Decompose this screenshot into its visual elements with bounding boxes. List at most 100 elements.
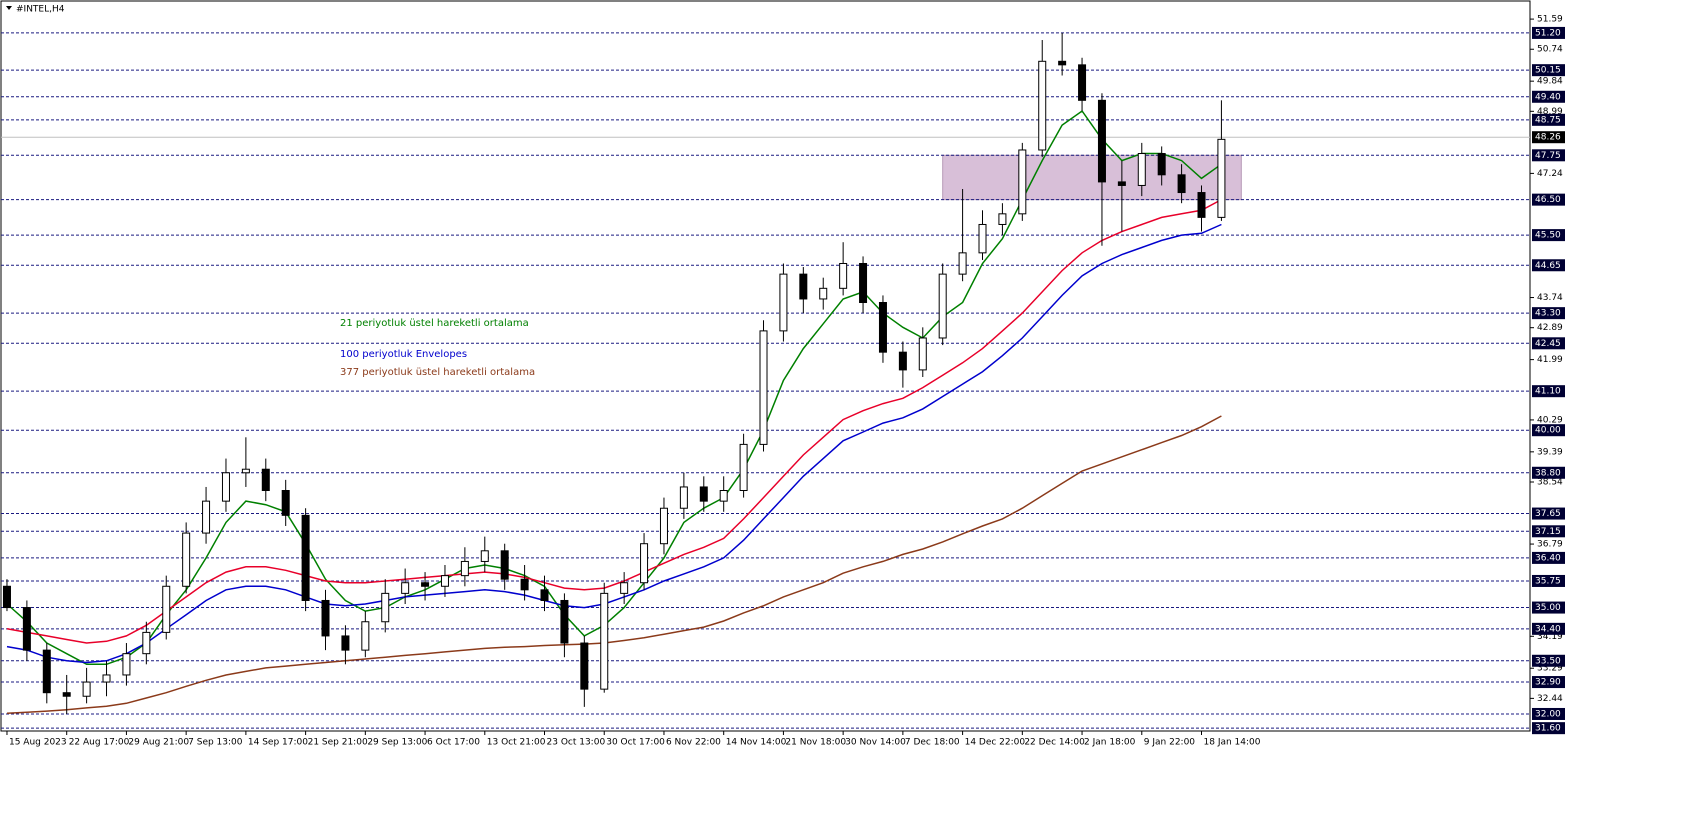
candle-body (142, 631, 151, 655)
candle-body (978, 223, 987, 254)
last-price-box (1532, 131, 1565, 144)
candle-body (520, 578, 529, 591)
candle-body (878, 302, 887, 353)
candle-body (659, 507, 668, 545)
candle-body (1078, 64, 1087, 101)
x-tick-label: 15 Aug 2023 (9, 738, 67, 748)
zone (942, 154, 1242, 201)
level-label: 45.50 (1535, 231, 1561, 241)
y-tick-label: 50.74 (1537, 45, 1563, 55)
y-tick-label: 47.24 (1537, 169, 1563, 179)
level-label-box (1532, 601, 1565, 614)
x-tick-label: 14 Nov 14:00 (726, 738, 787, 748)
candle-body (460, 560, 469, 577)
x-tick-label: 23 Oct 13:00 (547, 738, 606, 748)
last-price-label: 48.26 (1535, 133, 1561, 143)
level-label-box (1532, 654, 1565, 667)
candle-body (1018, 149, 1027, 215)
candle-body (221, 472, 230, 502)
candle-body (401, 582, 410, 594)
x-tick-label: 21 Sep 21:00 (308, 738, 368, 748)
candle-body (202, 500, 211, 534)
y-tick-label: 49.84 (1537, 77, 1563, 87)
candle-body (1177, 174, 1186, 194)
candle-body (580, 642, 589, 690)
candle-body (182, 532, 191, 587)
level-label-box (1532, 90, 1565, 103)
y-tick-label: 48.99 (1537, 107, 1563, 117)
y-tick-label: 32.44 (1537, 694, 1563, 704)
candle-body (440, 575, 449, 587)
candle-body (779, 273, 788, 332)
series-label: 100 periyotluk Envelopes (340, 349, 467, 360)
candle-body (998, 213, 1007, 225)
candle-body (620, 582, 629, 594)
level-label-box (1532, 551, 1565, 564)
candle-body (241, 468, 250, 474)
candle-body (261, 468, 270, 492)
level-label: 34.40 (1535, 624, 1561, 634)
candle-body (2, 585, 11, 609)
chart-title: #INTEL,H4 (16, 5, 65, 15)
level-label-box (1532, 229, 1565, 242)
candle-body (480, 550, 489, 562)
level-label-box (1532, 525, 1565, 538)
x-tick-label: 13 Oct 21:00 (487, 738, 546, 748)
level-label: 38.80 (1535, 468, 1561, 478)
candle-body (1038, 60, 1047, 151)
y-tick-label: 39.39 (1537, 447, 1563, 457)
candle-body (938, 273, 947, 339)
candle-body (301, 514, 310, 601)
candle-body (421, 582, 430, 587)
level-label-box (1532, 259, 1565, 272)
level-label-box (1532, 337, 1565, 350)
x-tick-label: 14 Dec 22:00 (965, 738, 1026, 748)
level-label: 44.65 (1535, 261, 1561, 271)
candle-body (1058, 60, 1067, 66)
candle-body (500, 550, 509, 580)
level-label: 47.75 (1535, 151, 1561, 161)
series-label: 21 periyotluk üstel hareketli ortalama (340, 318, 529, 329)
candle-body (739, 443, 748, 492)
y-tick-label: 42.89 (1537, 323, 1563, 333)
y-tick-label: 36.79 (1537, 540, 1563, 550)
candle-body (82, 681, 91, 697)
x-tick-label: 29 Aug 21:00 (128, 738, 189, 748)
candle-body (719, 490, 728, 502)
level-label: 43.30 (1535, 309, 1561, 319)
level-label-box (1532, 574, 1565, 587)
level-label: 48.75 (1535, 115, 1561, 125)
candle-body (859, 262, 868, 304)
level-label-box (1532, 622, 1565, 635)
level-label: 46.50 (1535, 195, 1561, 205)
candle-body (679, 486, 688, 509)
x-tick-label: 30 Nov 14:00 (845, 738, 906, 748)
candle-body (321, 599, 330, 637)
level-label-box (1532, 722, 1565, 735)
candle-body (42, 649, 51, 694)
level-label-box (1532, 707, 1565, 720)
level-label-box (1532, 149, 1565, 162)
candle-body (640, 543, 649, 584)
y-tick-label: 33.29 (1537, 664, 1563, 674)
candle-body (361, 621, 370, 651)
candle-body (958, 252, 967, 275)
level-label: 35.75 (1535, 576, 1561, 586)
level-label: 33.50 (1535, 656, 1561, 666)
candle-body (1217, 138, 1226, 218)
level-label: 37.15 (1535, 527, 1561, 537)
candle-body (281, 490, 290, 516)
candle-body (1197, 192, 1206, 218)
menu-arrow[interactable] (6, 6, 12, 10)
x-tick-label: 7 Sep 13:00 (188, 738, 243, 748)
x-tick-label: 18 Jan 14:00 (1204, 738, 1261, 748)
x-tick-label: 30 Oct 17:00 (606, 738, 665, 748)
y-tick-label: 41.99 (1537, 355, 1563, 365)
ma-line (6, 415, 1222, 715)
candle-body (600, 592, 609, 690)
candle-body (759, 330, 768, 445)
x-tick-label: 21 Nov 18:00 (785, 738, 846, 748)
level-label: 36.40 (1535, 553, 1561, 563)
level-label: 40.00 (1535, 426, 1561, 436)
level-label-box (1532, 64, 1565, 77)
